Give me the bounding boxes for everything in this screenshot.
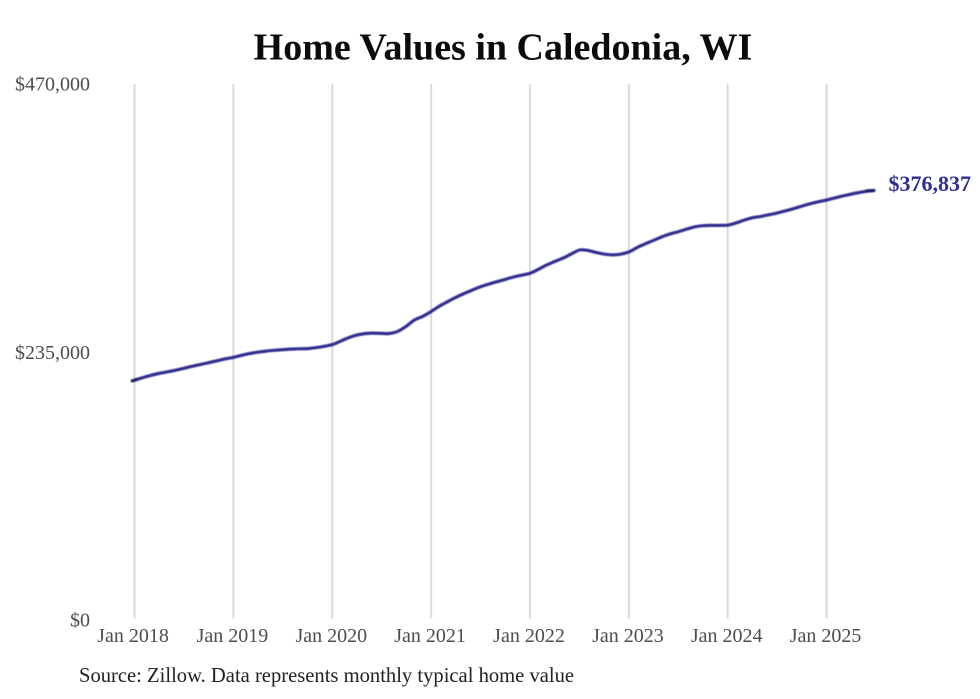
svg-text:Jan 2019: Jan 2019 <box>197 625 269 647</box>
svg-text:Jan 2022: Jan 2022 <box>493 625 565 647</box>
svg-text:Jan 2023: Jan 2023 <box>592 625 664 647</box>
svg-text:$376,837: $376,837 <box>889 171 972 196</box>
svg-text:Home Values in Caledonia, WI: Home Values in Caledonia, WI <box>254 27 753 69</box>
svg-text:Jan 2018: Jan 2018 <box>97 625 169 647</box>
svg-text:Jan 2020: Jan 2020 <box>295 625 367 647</box>
svg-text:Jan 2024: Jan 2024 <box>691 625 763 647</box>
svg-text:Jan 2021: Jan 2021 <box>394 625 466 647</box>
svg-text:$0: $0 <box>70 610 90 632</box>
svg-text:Source: Zillow. Data represent: Source: Zillow. Data represents monthly … <box>79 665 574 687</box>
svg-text:$235,000: $235,000 <box>15 342 90 364</box>
svg-text:Jan 2025: Jan 2025 <box>790 625 862 647</box>
svg-text:$470,000: $470,000 <box>15 74 90 96</box>
